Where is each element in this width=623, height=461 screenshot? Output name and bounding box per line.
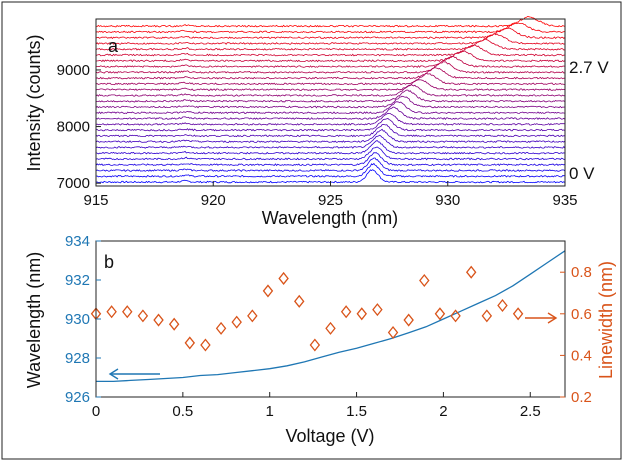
panel-b-right-tick-label: 0.6 [571,306,592,323]
panel-b-left-tick-label: 932 [65,272,90,289]
panel-a-x-axis-label: Wavelength (nm) [262,208,398,228]
annotation-top-voltage: 2.7 V [569,58,609,77]
panel-a-label: a [108,36,119,56]
panel-a-x-tick-label: 915 [83,192,108,209]
panel-b-x-tick-label: 2 [439,403,447,420]
panel-b-right-tick-label: 0.2 [571,389,592,406]
panel-b-x-tick-label: 1.5 [346,403,367,420]
panel-b-right-tick-label: 0.4 [571,347,592,364]
panel-a-y-axis-label: Intensity (counts) [24,34,44,171]
panel-a-x-tick-label: 925 [318,192,343,209]
panel-b-right-tick-label: 0.8 [571,264,592,281]
panel-b-x-axis-label: Voltage (V) [285,426,374,446]
panel-b-left-tick-label: 934 [65,233,90,250]
panel-b-x-tick-label: 0 [92,403,100,420]
panel-a-y-tick-label: 7000 [57,175,90,192]
panel-b-label: b [104,252,114,272]
panel-a-y-tick-label: 8000 [57,119,90,136]
panel-b-left-tick-label: 930 [65,311,90,328]
panel-b-x-tick-label: 0.5 [172,403,193,420]
annotation-bottom-voltage: 0 V [569,164,595,183]
panel-a-x-tick-label: 935 [552,192,577,209]
panel-b-right-axis-label: Linewidth (nm) [596,261,616,379]
panel-b-left-tick-label: 928 [65,350,90,367]
panel-b-x-tick-label: 1 [266,403,274,420]
panel-a-x-tick-label: 920 [201,192,226,209]
panel-b-left-tick-label: 926 [65,389,90,406]
panel-b-x-tick-label: 2.5 [520,403,541,420]
panel-a-x-tick-label: 930 [435,192,460,209]
panel-b-left-axis-label: Wavelength (nm) [24,252,44,388]
panel-a-y-tick-label: 9000 [57,62,90,79]
